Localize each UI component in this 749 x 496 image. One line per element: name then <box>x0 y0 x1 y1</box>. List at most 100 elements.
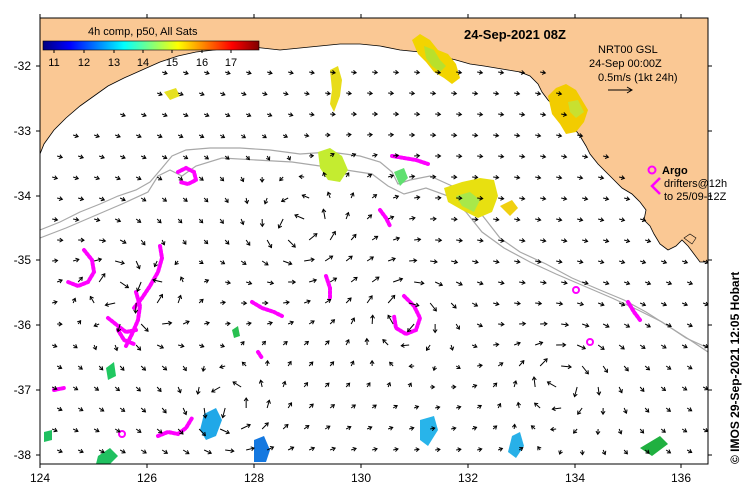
current-arrow <box>182 365 187 372</box>
current-arrow <box>240 260 247 265</box>
current-arrow <box>98 407 105 412</box>
current-arrow <box>294 213 305 220</box>
current-arrow <box>556 91 563 96</box>
current-arrow <box>392 194 400 200</box>
current-arrow <box>72 427 79 433</box>
model-time: 24-Sep 00:00Z <box>589 58 662 70</box>
current-arrow <box>644 323 651 328</box>
current-arrow <box>72 133 80 139</box>
current-arrow <box>430 216 437 222</box>
current-arrow <box>408 363 415 369</box>
current-arrow <box>240 91 247 97</box>
current-arrow <box>644 238 652 244</box>
current-arrow <box>660 301 668 307</box>
current-arrow <box>351 111 357 117</box>
current-arrow <box>407 323 415 333</box>
current-arrow <box>308 320 315 325</box>
current-arrow <box>582 280 589 286</box>
current-arrow <box>119 239 127 244</box>
current-arrow <box>179 276 185 283</box>
current-arrow <box>225 448 235 454</box>
current-arrow <box>576 344 587 350</box>
current-arrow <box>686 365 693 370</box>
current-arrow <box>582 154 589 159</box>
current-arrow <box>430 259 438 264</box>
current-arrow <box>140 323 149 332</box>
current-arrow <box>346 132 352 138</box>
current-arrow <box>350 404 357 409</box>
current-arrow <box>160 239 166 246</box>
current-arrow <box>161 112 168 118</box>
current-arrow <box>619 217 626 223</box>
current-arrow <box>261 340 267 346</box>
current-arrow <box>393 447 399 452</box>
current-arrow <box>477 363 483 369</box>
drifter-legend-line1: drifters@12h <box>664 178 727 190</box>
current-arrow <box>350 233 357 241</box>
current-arrow <box>119 197 126 202</box>
current-arrow <box>392 236 401 242</box>
current-arrow <box>201 365 206 372</box>
lat-tick-label: -33 <box>14 124 32 138</box>
current-arrow <box>388 132 395 138</box>
current-arrow <box>549 426 557 432</box>
current-arrow <box>623 449 628 455</box>
current-arrow <box>258 379 264 388</box>
current-arrow <box>308 403 314 409</box>
current-arrow <box>92 344 98 351</box>
map-title: 24-Sep-2021 08Z <box>464 27 566 42</box>
current-arrow <box>707 366 708 367</box>
current-arrow <box>267 280 275 286</box>
current-arrow <box>556 133 563 138</box>
current-arrow <box>241 300 248 306</box>
isobath-contour-2 <box>40 157 708 349</box>
current-arrow <box>540 154 547 159</box>
current-arrow <box>455 281 463 286</box>
current-arrow <box>240 423 251 430</box>
current-arrow <box>456 238 463 243</box>
current-arrow <box>388 90 395 96</box>
current-arrow <box>77 276 83 283</box>
current-arrow <box>430 384 436 390</box>
current-arrow <box>681 428 688 433</box>
current-arrow <box>371 235 379 241</box>
current-arrow <box>282 133 289 139</box>
current-arrow <box>660 344 667 349</box>
current-arrow <box>326 191 332 199</box>
current-arrow <box>219 134 226 139</box>
current-arrow <box>309 70 315 75</box>
current-arrow <box>51 427 58 433</box>
current-arrow <box>449 344 455 351</box>
current-arrow <box>414 447 420 453</box>
current-arrow <box>119 154 126 160</box>
current-arrow <box>577 301 585 307</box>
current-arrow <box>321 208 327 220</box>
current-arrow <box>371 276 380 283</box>
current-arrow <box>472 259 479 265</box>
current-arrow <box>519 238 526 243</box>
current-arrow <box>119 407 126 412</box>
longitude-axis: 124 126 128 130 132 134 136 <box>30 14 691 485</box>
current-arrow <box>161 365 168 371</box>
island <box>683 233 697 245</box>
current-arrow <box>389 361 394 367</box>
current-arrow <box>602 280 610 286</box>
current-arrow <box>114 428 121 433</box>
current-arrow <box>308 233 318 241</box>
current-arrow <box>56 154 64 160</box>
current-arrow <box>392 404 398 410</box>
current-arrow <box>639 302 647 307</box>
current-arrow <box>681 301 689 307</box>
current-arrow <box>72 175 80 181</box>
current-arrow <box>182 197 188 202</box>
current-arrow <box>56 448 63 454</box>
current-arrow <box>73 257 80 263</box>
current-arrow <box>456 111 463 117</box>
current-arrow <box>219 91 226 97</box>
current-arrow <box>220 407 226 419</box>
current-arrow <box>56 278 63 284</box>
current-arrow <box>414 237 422 242</box>
current-arrow <box>182 320 190 325</box>
current-arrow <box>203 197 209 203</box>
current-arrow <box>556 342 567 348</box>
